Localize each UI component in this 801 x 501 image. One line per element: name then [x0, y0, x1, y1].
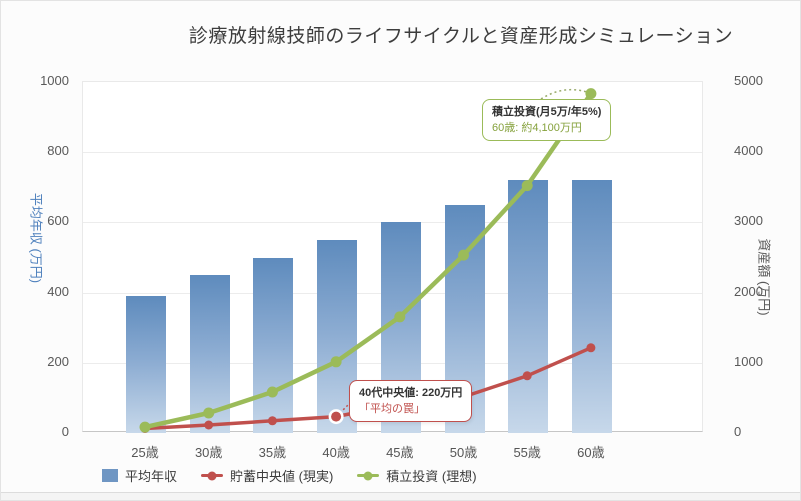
x-axis-label-40歳: 40歳	[322, 445, 350, 460]
x-axis-label-45歳: 45歳	[386, 445, 414, 460]
annotation-investment-value: 60歳: 約4,100万円	[492, 122, 582, 134]
x-axis-label-50歳: 50歳	[449, 445, 478, 460]
legend-label-income: 平均年収	[125, 469, 178, 484]
left-axis-tick: 400	[47, 283, 69, 299]
x-axis-label-25歳: 25歳	[131, 445, 159, 460]
bar-35歳	[253, 257, 294, 433]
right-axis-tick: 3000	[734, 213, 763, 229]
right-axis-tick: 4000	[734, 143, 763, 159]
x-axis-label-55歳: 55歳	[513, 445, 541, 460]
annotation-average-trap: 40代中央値: 220万円 「平均の罠」	[349, 380, 473, 422]
bar-55歳	[508, 180, 549, 433]
legend-item-investment: 積立投資 (理想)	[357, 466, 477, 485]
legend-item-savings: 貯蓄中央値 (現実)	[201, 466, 333, 485]
legend-label-savings: 貯蓄中央値 (現実)	[230, 469, 334, 484]
annotation-investment: 積立投資(月5万/年5%) 60歳: 約4,100万円	[482, 99, 612, 141]
legend-label-investment: 積立投資 (理想)	[386, 469, 477, 484]
annotation-trap-value: 「平均の罠」	[359, 403, 425, 415]
bar-25歳	[126, 296, 166, 433]
right-axis-tick: 1000	[734, 353, 763, 369]
left-axis-tick: 800	[47, 143, 69, 159]
left-axis-tick: 1000	[40, 73, 69, 88]
bar-30歳	[189, 275, 230, 433]
left-axis-tick: 0	[61, 424, 69, 439]
right-axis-tick: 2000	[734, 283, 763, 299]
annotation-trap-title: 40代中央値: 220万円	[359, 387, 463, 399]
gridline	[83, 152, 702, 154]
x-axis-label-60歳: 60歳	[577, 445, 605, 460]
chart-title: 診療放射線技師のライフサイクルと資産形成シミュレーション	[188, 26, 734, 47]
left-axis-title: 平均年収 (万円)	[28, 192, 44, 284]
legend-swatch-investment	[357, 471, 380, 480]
legend-swatch-income	[102, 469, 118, 482]
left-axis-tick: 600	[47, 213, 69, 229]
legend: 平均年収 貯蓄中央値 (現実) 積立投資 (理想)	[102, 466, 477, 485]
right-axis-tick: 0	[734, 424, 742, 439]
x-axis-label-35歳: 35歳	[258, 445, 287, 460]
bar-60歳	[571, 180, 612, 433]
bottom-strip	[1, 492, 800, 500]
right-axis-tick: 5000	[734, 73, 763, 88]
right-axis-title: 資産額 (万円)	[756, 238, 772, 316]
x-axis-label-30歳: 30歳	[194, 445, 223, 460]
annotation-investment-title: 積立投資(月5万/年5%)	[492, 106, 602, 118]
legend-swatch-savings	[201, 471, 224, 480]
left-axis-tick: 200	[47, 353, 69, 369]
legend-item-income: 平均年収	[102, 466, 177, 485]
